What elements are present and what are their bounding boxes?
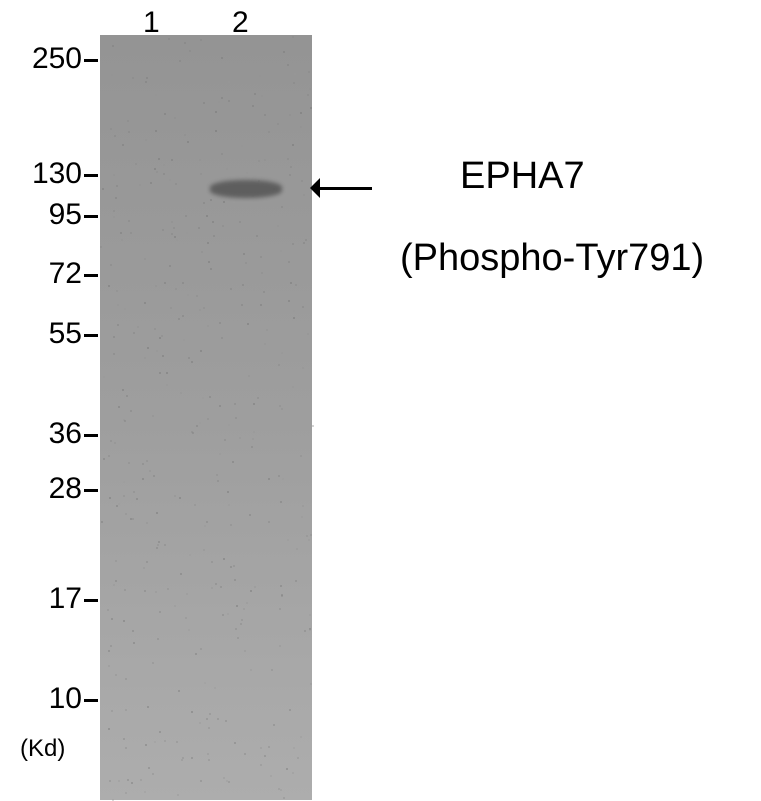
mw-tick-55: [84, 334, 98, 337]
mw-tick-17: [84, 599, 98, 602]
mw-label-95: 95: [12, 198, 82, 232]
mw-label-72: 72: [12, 257, 82, 291]
mw-tick-250: [84, 59, 98, 62]
mw-label-28: 28: [12, 472, 82, 506]
lane-label-1: 1: [143, 6, 160, 40]
mw-label-55: 55: [12, 317, 82, 351]
mw-label-10: 10: [12, 682, 82, 716]
band-arrow-head: [310, 178, 320, 198]
mw-tick-130: [84, 174, 98, 177]
mw-label-36: 36: [12, 417, 82, 451]
mw-label-250: 250: [12, 42, 82, 76]
mw-label-17: 17: [12, 582, 82, 616]
protein-name-line1: EPHA7: [460, 155, 585, 198]
lane-label-2: 2: [232, 6, 249, 40]
mw-tick-95: [84, 215, 98, 218]
mw-tick-72: [84, 274, 98, 277]
band-lane2: [210, 180, 282, 198]
mw-tick-36: [84, 434, 98, 437]
mw-label-130: 130: [12, 157, 82, 191]
kd-unit-label: (Kd): [20, 735, 65, 763]
mw-tick-28: [84, 489, 98, 492]
protein-name-line2: (Phospho-Tyr791): [400, 237, 704, 280]
band-arrow-line: [320, 187, 372, 190]
mw-tick-10: [84, 699, 98, 702]
